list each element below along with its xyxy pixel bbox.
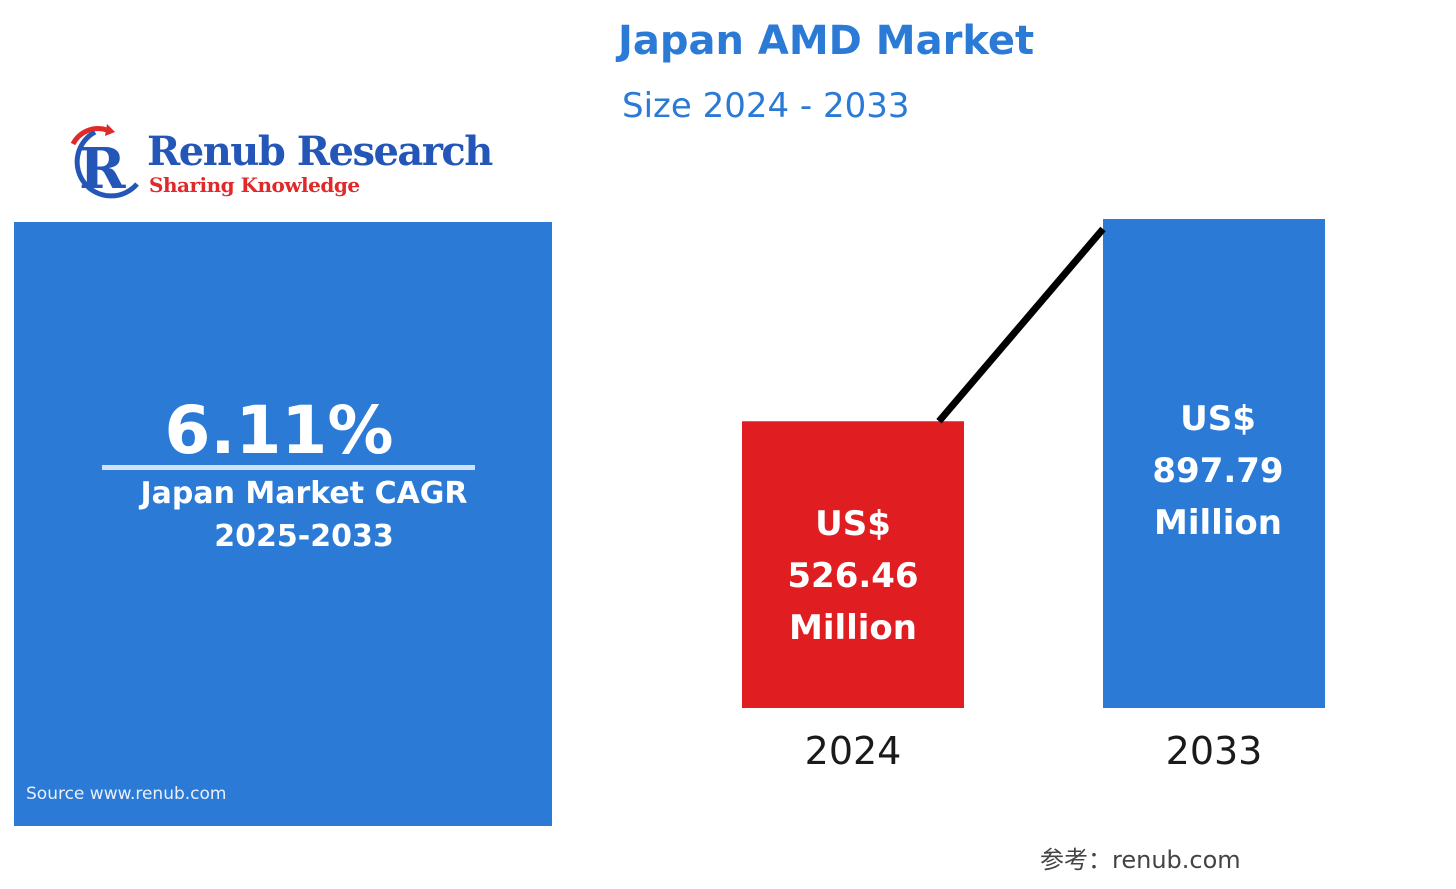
cagr-period: 2025-2033 bbox=[214, 519, 394, 554]
bar-2033 bbox=[1103, 219, 1325, 708]
data-label-2033: US$ bbox=[1180, 399, 1256, 439]
tick-label-2033: 2033 bbox=[1166, 729, 1263, 773]
reference-note: 参考：renub.com bbox=[1040, 846, 1241, 874]
chart-title: Japan AMD Market bbox=[618, 18, 1035, 64]
renub-logo: R Renub Research Sharing Knowledge bbox=[55, 122, 493, 212]
data-label-2024: 526.46 bbox=[787, 556, 918, 596]
cagr-panel: 6.11% Japan Market CAGR 2025-2033 Source… bbox=[14, 222, 552, 826]
data-label-2033: Million bbox=[1154, 503, 1282, 543]
data-label-2024: Million bbox=[789, 608, 917, 648]
bar-2024 bbox=[742, 421, 964, 708]
cagr-divider bbox=[102, 465, 475, 470]
svg-text:R: R bbox=[79, 136, 126, 202]
logo-name: Renub Research bbox=[147, 128, 493, 175]
renub-r-icon: R bbox=[70, 124, 139, 202]
trend-line bbox=[936, 226, 1106, 424]
source-note: Source www.renub.com bbox=[26, 784, 227, 804]
data-label-2033: 897.79 bbox=[1152, 451, 1283, 491]
data-label-2024: US$ bbox=[815, 504, 891, 544]
logo-tagline: Sharing Knowledge bbox=[149, 173, 360, 197]
chart-subtitle: Size 2024 - 2033 bbox=[622, 86, 910, 126]
tick-label-2024: 2024 bbox=[805, 729, 902, 773]
cagr-value: 6.11% bbox=[164, 392, 394, 469]
cagr-label: Japan Market CAGR bbox=[140, 476, 468, 511]
